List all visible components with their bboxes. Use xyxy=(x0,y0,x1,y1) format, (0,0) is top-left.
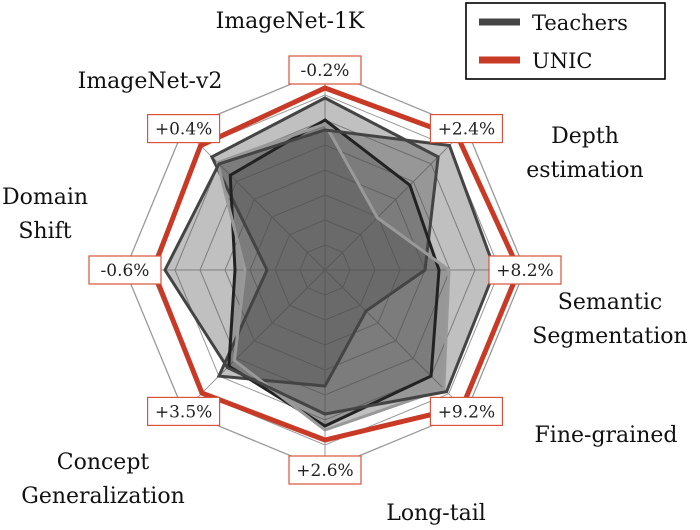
delta-badge: -0.2% xyxy=(288,55,362,85)
series-line-unic xyxy=(150,85,522,443)
delta-badge: +0.4% xyxy=(146,113,221,144)
delta-value: +0.4% xyxy=(155,120,212,140)
series-area xyxy=(165,130,495,414)
delta-badge-frame xyxy=(429,396,504,427)
axis-label: Concept xyxy=(57,450,150,475)
legend-label-teachers: Teachers xyxy=(532,11,628,35)
axis-label: Fine-grained xyxy=(535,423,678,448)
delta-value: -0.2% xyxy=(301,61,350,81)
series-area xyxy=(228,120,439,426)
delta-badge-frame xyxy=(146,396,221,427)
legend-frame xyxy=(465,2,666,80)
series-area xyxy=(211,98,439,386)
delta-value: -0.6% xyxy=(101,261,150,281)
delta-badge: +3.5% xyxy=(146,396,221,427)
grid-spoke xyxy=(183,128,326,271)
axis-label: Semantic xyxy=(558,290,662,315)
axis-label: Shift xyxy=(18,219,71,244)
axis-label: ImageNet-1K xyxy=(216,9,365,34)
grid-spoke xyxy=(324,128,467,271)
delta-value: +2.6% xyxy=(296,461,353,481)
delta-badge: +2.6% xyxy=(288,455,362,485)
delta-badge: +8.2% xyxy=(488,255,562,285)
delta-value: +9.2% xyxy=(438,402,495,422)
delta-value: +3.5% xyxy=(155,402,212,422)
series-line-teacher xyxy=(227,118,441,428)
axis-label: Generalization xyxy=(21,484,185,509)
delta-badges: -0.2% +2.4% +8.2% +9.2% +2.6% +3.5% -0.6% +0.4% xyxy=(88,55,562,485)
axis-label: Domain xyxy=(2,185,88,210)
delta-badge-frame xyxy=(488,255,562,285)
axis-label: Segmentation xyxy=(532,324,687,349)
series-area xyxy=(217,124,449,430)
axis-labels: ImageNet-1K Depth estimation Semantic Segmen… xyxy=(2,9,688,526)
delta-badge: +9.2% xyxy=(429,396,504,427)
grid-spoke xyxy=(183,269,326,412)
legend: Teachers UNIC xyxy=(465,2,666,80)
delta-badge-frame xyxy=(88,255,162,285)
axis-label: Depth xyxy=(551,124,619,149)
delta-value: +2.4% xyxy=(438,120,495,140)
radar-series xyxy=(150,85,522,443)
axis-label: Long-tail xyxy=(386,501,486,526)
delta-badge-frame xyxy=(429,113,504,144)
axis-label: estimation xyxy=(526,158,643,183)
series-line-teacher xyxy=(163,128,497,416)
delta-badge-frame xyxy=(288,55,362,85)
delta-badge: +2.4% xyxy=(429,113,504,144)
axis-label: ImageNet-v2 xyxy=(78,69,223,94)
delta-badge-frame xyxy=(288,455,362,485)
series-line-teacher xyxy=(215,122,451,432)
legend-label-unic: UNIC xyxy=(532,49,592,73)
delta-badge-frame xyxy=(146,113,221,144)
delta-badge: -0.6% xyxy=(88,255,162,285)
delta-value: +8.2% xyxy=(496,261,553,281)
